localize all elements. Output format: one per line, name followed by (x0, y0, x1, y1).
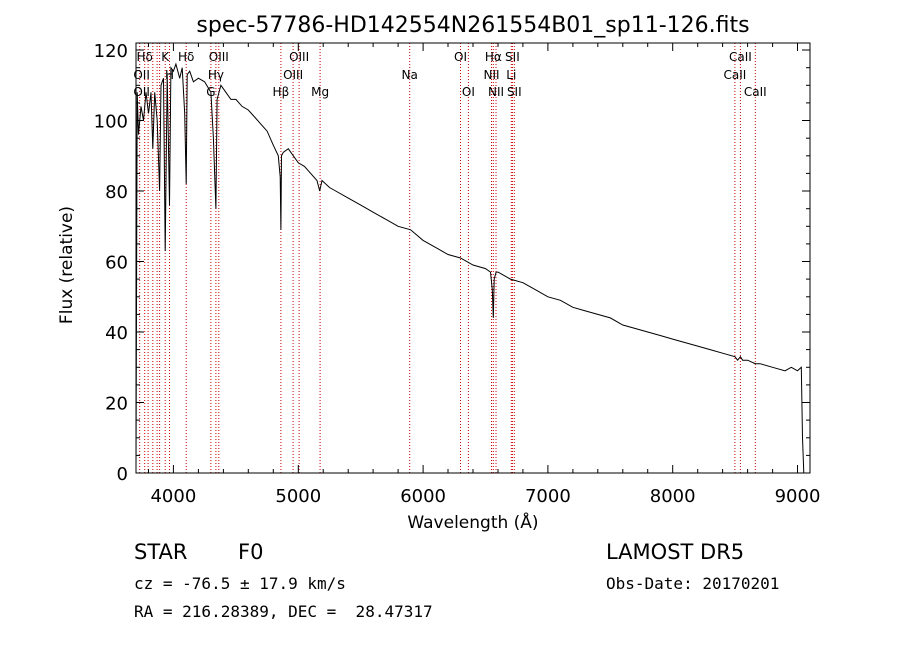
line-marker-label: Na (402, 68, 418, 82)
line-marker-label: OIII (283, 68, 303, 82)
x-tick-label: 5000 (275, 486, 321, 507)
y-tick-label: 100 (94, 112, 128, 133)
line-marker-label: NII (488, 85, 504, 99)
y-axis-ticks: 0 20 40 60 80 100 120 (94, 41, 810, 485)
y-tick-label: 80 (105, 182, 128, 203)
x-axis-ticks: 4000 5000 6000 7000 8000 9000 (148, 43, 821, 507)
x-tick-label: 6000 (400, 486, 446, 507)
y-tick-label: 120 (94, 41, 128, 62)
line-marker-label: OI (462, 85, 475, 99)
line-marker-label: Li (506, 68, 516, 82)
line-marker-label: SII (505, 50, 520, 64)
x-tick-label: 4000 (150, 486, 196, 507)
y-axis-label: Flux (relative) (57, 206, 77, 324)
y-tick-label: 0 (117, 464, 128, 485)
line-marker-label: OIII (209, 50, 229, 64)
sky-coordinates: RA = 216.28389, DEC = 28.47317 (134, 602, 433, 621)
observation-date: Obs-Date: 20170201 (606, 574, 780, 593)
line-marker-label: Mg (311, 85, 329, 99)
y-tick-label: 60 (105, 253, 128, 274)
line-marker-label: Hγ (208, 68, 224, 82)
object-subclass: F0 (238, 540, 264, 564)
line-marker-label: H (165, 68, 174, 82)
line-marker-label: OII (133, 68, 150, 82)
line-marker-label: Hβ (273, 85, 290, 99)
line-marker-label: Hδ (137, 50, 153, 64)
line-marker-label: OI (454, 50, 467, 64)
line-marker-label: CaII (744, 85, 767, 99)
x-tick-label: 7000 (525, 486, 571, 507)
line-marker-label: Hα (485, 50, 502, 64)
line-marker-label: K (161, 50, 170, 64)
plot-frame (135, 42, 811, 474)
line-marker-label: OIII (289, 50, 309, 64)
object-class: STAR (134, 540, 188, 564)
chart-title: spec-57786-HD142554N261554B01_sp11-126.f… (196, 13, 749, 38)
spectrum-line (135, 62, 805, 474)
x-tick-label: 8000 (650, 486, 696, 507)
x-tick-label: 9000 (775, 486, 821, 507)
y-tick-label: 40 (105, 323, 128, 344)
line-marker-label: CaII (729, 50, 752, 64)
redshift-velocity: cz = -76.5 ± 17.9 km/s (134, 574, 346, 593)
line-markers (139, 43, 756, 473)
line-marker-label: CaII (723, 68, 746, 82)
line-marker-label: SII (507, 85, 522, 99)
x-axis-label: Wavelength (Å) (407, 511, 538, 533)
line-marker-label: Hδ (178, 50, 194, 64)
survey-name: LAMOST DR5 (606, 540, 745, 564)
y-tick-label: 20 (105, 394, 128, 415)
line-marker-label: NII (483, 68, 499, 82)
